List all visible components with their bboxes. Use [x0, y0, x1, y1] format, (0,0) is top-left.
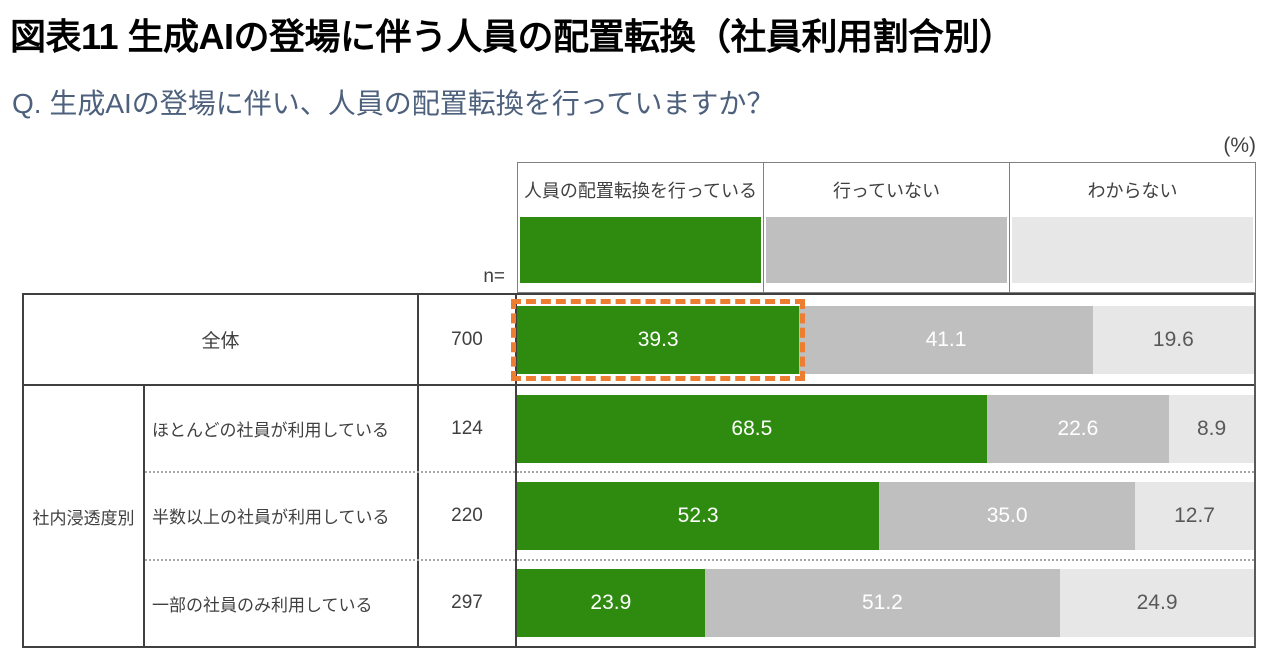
category-table: 全体 700 社内浸透度別 ほとんどの社員が利用している 124 半数以上の社員…: [22, 293, 517, 648]
segment-value: 68.5: [731, 416, 773, 440]
legend-label: 人員の配置転換を行っている: [523, 181, 758, 201]
segment-value: 22.6: [1057, 416, 1099, 440]
legend: 人員の配置転換を行っている 行っていない わからない: [517, 162, 1256, 293]
segment-value: 52.3: [677, 503, 719, 527]
bar-plot-area: 39.3 41.1 19.6 68.5 22.6: [511, 293, 1256, 648]
bar-segment-reallocating: 23.9: [517, 569, 705, 638]
bar-segment-reallocating: 68.5: [517, 394, 987, 463]
segment-value: 51.2: [861, 591, 903, 615]
subcategory-rows: ほとんどの社員が利用している 124 半数以上の社員が利用している 220 一部…: [145, 386, 515, 646]
stacked-bar: 39.3 41.1 19.6: [511, 298, 1255, 381]
legend-label: わからない: [1087, 181, 1178, 201]
segment-value: 23.9: [590, 591, 632, 615]
page-title: 図表11 生成AIの登場に伴う人員の配置転換（社員利用割合別）: [10, 16, 1015, 57]
legend-item: わからない: [1009, 163, 1255, 292]
stacked-bar: 52.3 35.0 12.7: [517, 481, 1254, 550]
n-header-label: n=: [483, 266, 505, 287]
legend-label: 行っていない: [832, 181, 941, 201]
bar-segment-dont-know: 24.9: [1060, 569, 1254, 638]
segment-value: 41.1: [925, 327, 967, 351]
table-row: 全体 700: [24, 295, 515, 386]
survey-question: Q. 生成AIの登場に伴い、人員の配置転換を行っていますか？: [12, 88, 775, 119]
percent-unit-label: (%): [1223, 134, 1256, 157]
bar-segment-not-doing: 51.2: [704, 569, 1061, 638]
bar-row-half-employees: 52.3 35.0 12.7: [517, 471, 1254, 558]
n-value: 700: [417, 295, 515, 384]
n-value: 297: [417, 560, 515, 646]
segment-value: 19.6: [1152, 327, 1194, 351]
segment-value: 24.9: [1136, 591, 1178, 615]
table-row: 一部の社員のみ利用している 297: [145, 558, 515, 646]
bar-row-overall: 39.3 41.1 19.6: [511, 295, 1255, 386]
bar-segment-reallocating: 39.3: [511, 298, 806, 381]
segment-value: 8.9: [1196, 416, 1227, 440]
stacked-bar: 23.9 51.2 24.9: [517, 569, 1254, 638]
legend-swatch-lightgray: [1012, 217, 1253, 283]
subcategory-label: ほとんどの社員が利用している: [152, 421, 389, 441]
subcategory-label: 一部の社員のみ利用している: [152, 595, 373, 615]
bar-segment-dont-know: 19.6: [1092, 305, 1255, 374]
n-value: 124: [417, 386, 515, 472]
group-label: 社内浸透度別: [24, 386, 145, 646]
legend-swatch-green: [520, 217, 761, 283]
bar-row-most-employees: 68.5 22.6 8.9: [517, 386, 1254, 471]
stacked-bar: 68.5 22.6 8.9: [517, 394, 1254, 463]
subcategory-label: 半数以上の社員が利用している: [152, 508, 390, 528]
table-row: ほとんどの社員が利用している 124: [145, 386, 515, 472]
bar-segment-reallocating: 52.3: [517, 481, 880, 550]
legend-item: 行っていない: [763, 163, 1009, 292]
n-value: 220: [417, 473, 515, 559]
segment-value: 35.0: [986, 503, 1028, 527]
bar-row-some-employees: 23.9 51.2 24.9: [517, 558, 1254, 646]
bar-segment-dont-know: 12.7: [1135, 481, 1254, 550]
bar-segment-dont-know: 8.9: [1169, 394, 1254, 463]
legend-item: 人員の配置転換を行っている: [518, 163, 763, 292]
segment-value: 39.3: [637, 327, 679, 351]
legend-swatch-gray: [766, 217, 1007, 283]
table-row: 半数以上の社員が利用している 220: [145, 471, 515, 559]
group-section: 社内浸透度別 ほとんどの社員が利用している 124 半数以上の社員が利用している…: [24, 386, 515, 646]
bar-segment-not-doing: 35.0: [879, 481, 1136, 550]
bar-segment-not-doing: 41.1: [799, 305, 1093, 374]
bar-segment-not-doing: 22.6: [986, 394, 1170, 463]
segment-value: 12.7: [1174, 503, 1215, 527]
row-label-overall: 全体: [201, 331, 240, 352]
